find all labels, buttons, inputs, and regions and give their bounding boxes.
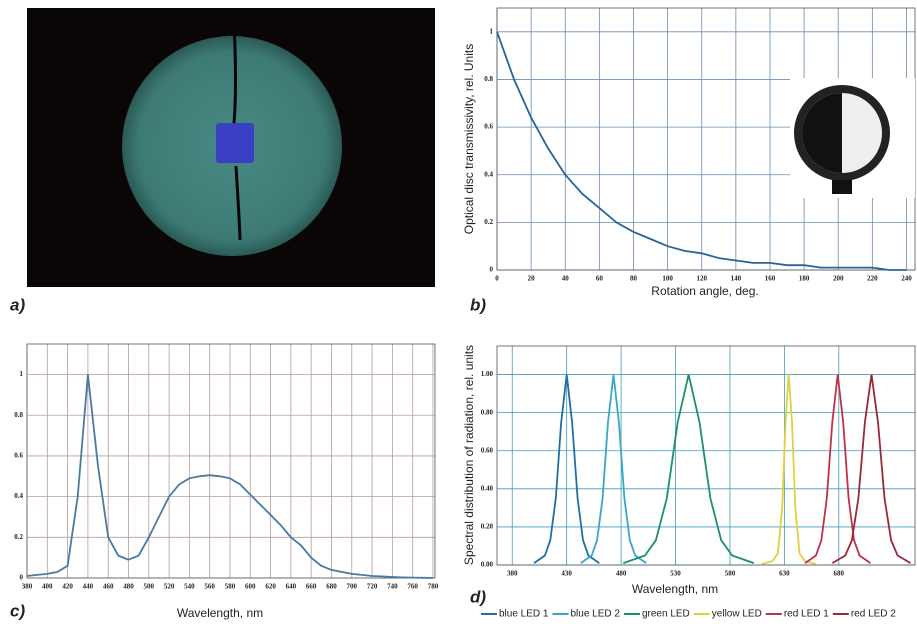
x-tick-label: 400 xyxy=(42,583,53,591)
y-tick-label: 0.6 xyxy=(484,123,493,131)
x-tick-label: 200 xyxy=(833,275,844,283)
data-line xyxy=(761,374,817,565)
y-tick-label: 0.4 xyxy=(14,492,23,500)
x-tick-label: 660 xyxy=(306,583,317,591)
data-line xyxy=(623,374,755,564)
x-tick-label: 700 xyxy=(347,583,358,591)
x-tick-label: 160 xyxy=(765,275,776,283)
x-axis-label: Rotation angle, deg. xyxy=(651,284,758,298)
x-tick-label: 440 xyxy=(83,583,94,591)
y-tick-label: 1 xyxy=(20,370,24,378)
data-line xyxy=(496,31,907,271)
x-tick-label: 380 xyxy=(507,570,518,578)
data-line xyxy=(580,374,647,564)
x-tick-label: 480 xyxy=(123,583,134,591)
y-tick-label: 1.00 xyxy=(481,370,494,378)
y-tick-label: 0.8 xyxy=(484,75,493,83)
x-tick-label: 620 xyxy=(265,583,276,591)
x-tick-label: 760 xyxy=(407,583,418,591)
x-tick-label: 630 xyxy=(779,570,790,578)
x-tick-label: 600 xyxy=(245,583,256,591)
x-tick-label: 530 xyxy=(670,570,681,578)
x-tick-label: 720 xyxy=(367,583,378,591)
y-tick-label: 0.20 xyxy=(481,523,494,531)
legend-label: yellow LED xyxy=(712,609,762,620)
panel-label: d) xyxy=(470,587,486,606)
data-line xyxy=(831,374,912,564)
x-tick-label: 80 xyxy=(630,275,638,283)
y-tick-label: 0.40 xyxy=(481,484,494,492)
legend-label: green LED xyxy=(642,609,690,620)
y-axis-label: Spectral distribution of radiation, rel.… xyxy=(462,345,476,565)
x-axis-label: Wavelength, nm xyxy=(177,606,263,620)
chart: 380 430 480 530 580 630 680 0.00 0.20 0.40 0.60 0.8… xyxy=(462,345,916,620)
legend-label: blue LED 2 xyxy=(570,609,620,620)
legend-label: red LED 2 xyxy=(851,609,896,620)
chart: 380 400 420 440 460 480 500 520 540 560 580 600 620 6… xyxy=(10,343,439,620)
x-tick-label: 240 xyxy=(901,275,912,283)
y-tick-label: 0.8 xyxy=(14,411,23,419)
x-tick-label: 460 xyxy=(103,583,114,591)
x-tick-label: 500 xyxy=(144,583,155,591)
y-tick-label: 0 xyxy=(490,266,494,274)
legend-label: red LED 1 xyxy=(784,609,829,620)
x-tick-label: 420 xyxy=(62,583,73,591)
y-tick-label: 0.80 xyxy=(481,408,494,416)
x-tick-label: 780 xyxy=(428,583,439,591)
y-tick-label: 0.60 xyxy=(481,446,494,454)
data-line xyxy=(533,374,600,564)
data-line xyxy=(26,374,434,579)
y-tick-label: 0 xyxy=(20,574,24,582)
x-tick-label: 680 xyxy=(326,583,337,591)
y-tick-label: 0.4 xyxy=(484,170,493,178)
inset-photo xyxy=(790,78,915,198)
photo-panel xyxy=(27,8,435,287)
x-tick-label: 20 xyxy=(528,275,536,283)
y-tick-label: 0.6 xyxy=(14,452,23,460)
x-tick-label: 480 xyxy=(616,570,627,578)
y-tick-label: 0.2 xyxy=(484,218,493,226)
x-tick-label: 380 xyxy=(22,583,33,591)
x-tick-label: 120 xyxy=(696,275,707,283)
y-axis-label: Optical disc transmissivity, rel. Units xyxy=(462,44,476,234)
plot-frame xyxy=(496,345,916,566)
x-tick-label: 740 xyxy=(387,583,398,591)
x-tick-label: 640 xyxy=(286,583,297,591)
panel-label: b) xyxy=(470,295,486,314)
panel-label: a) xyxy=(10,295,25,314)
x-tick-label: 180 xyxy=(799,275,810,283)
y-tick-label: 1 xyxy=(490,27,494,35)
y-tick-label: 0.2 xyxy=(14,533,23,541)
legend-label: blue LED 1 xyxy=(499,609,549,620)
x-tick-label: 540 xyxy=(184,583,195,591)
x-tick-label: 520 xyxy=(164,583,175,591)
y-tick-label: 0.00 xyxy=(481,561,494,569)
x-tick-label: 140 xyxy=(731,275,742,283)
panel-label: c) xyxy=(10,601,25,620)
x-tick-label: 580 xyxy=(725,570,736,578)
x-tick-label: 0 xyxy=(495,275,499,283)
x-tick-label: 430 xyxy=(561,570,572,578)
x-tick-label: 560 xyxy=(204,583,215,591)
x-tick-label: 40 xyxy=(562,275,570,283)
plot-frame xyxy=(26,343,436,579)
x-tick-label: 220 xyxy=(867,275,878,283)
data-line xyxy=(804,374,871,564)
x-axis-label: Wavelength, nm xyxy=(632,582,718,596)
x-tick-label: 580 xyxy=(225,583,236,591)
x-tick-label: 680 xyxy=(834,570,845,578)
x-tick-label: 100 xyxy=(662,275,673,283)
x-tick-label: 60 xyxy=(596,275,604,283)
